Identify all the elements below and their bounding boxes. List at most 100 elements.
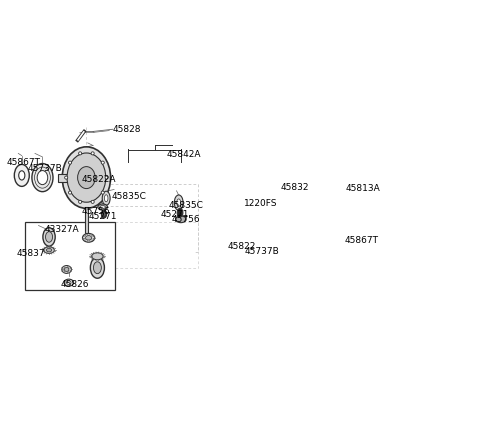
Circle shape — [105, 176, 108, 179]
Ellipse shape — [176, 216, 186, 223]
Text: 45828: 45828 — [113, 125, 141, 134]
Ellipse shape — [243, 165, 285, 222]
Ellipse shape — [46, 232, 53, 242]
Ellipse shape — [242, 185, 252, 199]
Ellipse shape — [90, 257, 105, 278]
Ellipse shape — [98, 204, 108, 210]
Text: 45271: 45271 — [89, 212, 117, 221]
Ellipse shape — [255, 180, 274, 206]
Circle shape — [294, 227, 299, 231]
Ellipse shape — [238, 190, 241, 196]
Ellipse shape — [334, 223, 351, 246]
Ellipse shape — [44, 247, 54, 253]
Ellipse shape — [101, 210, 107, 218]
Ellipse shape — [67, 153, 106, 202]
Circle shape — [79, 152, 82, 155]
Ellipse shape — [286, 202, 290, 207]
Ellipse shape — [37, 171, 48, 184]
Circle shape — [336, 168, 340, 172]
Ellipse shape — [267, 224, 271, 229]
Ellipse shape — [249, 172, 280, 214]
Ellipse shape — [239, 202, 243, 207]
Ellipse shape — [47, 249, 52, 252]
Ellipse shape — [78, 167, 95, 189]
Ellipse shape — [324, 184, 329, 191]
Circle shape — [91, 200, 94, 204]
Ellipse shape — [62, 147, 110, 208]
Text: 45835C: 45835C — [168, 201, 204, 210]
Circle shape — [91, 152, 94, 155]
Text: 45756: 45756 — [171, 215, 200, 224]
Ellipse shape — [282, 212, 286, 218]
Ellipse shape — [177, 199, 180, 207]
Ellipse shape — [238, 179, 256, 205]
Ellipse shape — [250, 161, 254, 166]
Text: 45756: 45756 — [82, 207, 110, 216]
Ellipse shape — [92, 253, 103, 260]
Ellipse shape — [282, 168, 286, 174]
Ellipse shape — [243, 212, 247, 218]
Text: 45737B: 45737B — [28, 164, 63, 173]
Ellipse shape — [94, 262, 101, 274]
Text: 45826: 45826 — [60, 280, 89, 289]
Circle shape — [294, 168, 299, 172]
Circle shape — [286, 197, 290, 202]
Text: 1220FS: 1220FS — [244, 199, 278, 208]
Bar — [58, 174, 78, 181]
Text: 45842A: 45842A — [167, 150, 201, 159]
Text: 45867T: 45867T — [345, 236, 378, 245]
Ellipse shape — [64, 268, 69, 271]
Ellipse shape — [258, 224, 262, 229]
Ellipse shape — [286, 178, 290, 184]
Ellipse shape — [311, 191, 324, 209]
Ellipse shape — [243, 168, 247, 174]
Bar — [25, 222, 115, 290]
Circle shape — [79, 200, 82, 204]
Ellipse shape — [174, 195, 183, 210]
Ellipse shape — [339, 229, 347, 240]
Circle shape — [315, 155, 319, 160]
Ellipse shape — [64, 279, 73, 286]
Circle shape — [69, 191, 72, 194]
Ellipse shape — [85, 236, 92, 240]
Text: 45867T: 45867T — [7, 158, 41, 167]
Ellipse shape — [103, 212, 105, 216]
Text: 45835C: 45835C — [111, 192, 146, 201]
Text: 43327A: 43327A — [45, 225, 79, 233]
Ellipse shape — [258, 156, 262, 162]
Ellipse shape — [177, 208, 183, 217]
Ellipse shape — [233, 173, 261, 211]
Text: 45737B: 45737B — [244, 246, 279, 255]
Ellipse shape — [267, 156, 271, 162]
Text: 45822A: 45822A — [82, 175, 116, 184]
Ellipse shape — [14, 165, 29, 186]
Ellipse shape — [306, 183, 329, 216]
Ellipse shape — [248, 201, 251, 204]
Ellipse shape — [83, 233, 95, 242]
Ellipse shape — [294, 167, 340, 232]
Ellipse shape — [100, 206, 105, 209]
Circle shape — [315, 239, 319, 243]
Circle shape — [101, 161, 104, 164]
Ellipse shape — [275, 161, 279, 166]
Text: 45837: 45837 — [16, 249, 45, 258]
Ellipse shape — [62, 265, 72, 273]
Circle shape — [336, 227, 340, 231]
Text: 45271: 45271 — [161, 210, 189, 219]
Ellipse shape — [32, 164, 53, 192]
Ellipse shape — [43, 228, 55, 246]
Text: 45813A: 45813A — [345, 184, 380, 193]
Ellipse shape — [275, 220, 279, 226]
Ellipse shape — [299, 174, 335, 225]
Bar — [84, 207, 88, 233]
Ellipse shape — [239, 178, 243, 184]
Ellipse shape — [288, 190, 291, 196]
Ellipse shape — [19, 171, 25, 180]
Ellipse shape — [250, 220, 254, 226]
Circle shape — [65, 176, 68, 179]
Ellipse shape — [67, 281, 71, 284]
Circle shape — [101, 191, 104, 194]
Circle shape — [69, 161, 72, 164]
Text: 45822: 45822 — [228, 242, 256, 251]
Circle shape — [345, 197, 349, 202]
